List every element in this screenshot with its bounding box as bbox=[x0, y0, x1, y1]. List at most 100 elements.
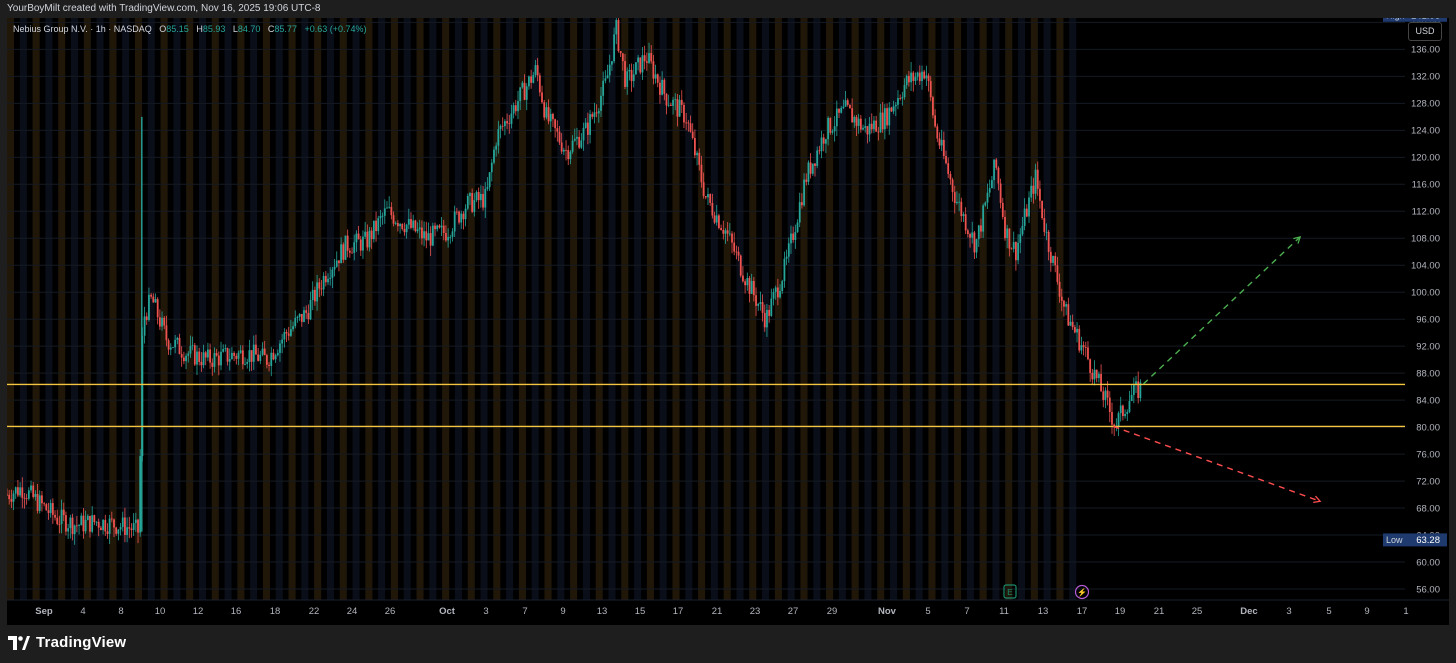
brand[interactable]: TradingView bbox=[8, 634, 126, 651]
candle-body bbox=[423, 231, 426, 239]
candle-body bbox=[659, 82, 661, 95]
extreme-label: High bbox=[1386, 18, 1405, 21]
price-candles bbox=[7, 18, 1142, 545]
price-tick-label: 80.00 bbox=[1416, 422, 1440, 433]
candle-body bbox=[1097, 373, 1100, 379]
candle-body bbox=[207, 349, 209, 358]
candle-body bbox=[287, 333, 290, 336]
candle-body bbox=[696, 152, 698, 156]
candle-body bbox=[683, 104, 685, 123]
candle-body bbox=[733, 242, 736, 252]
candle-body bbox=[217, 355, 220, 366]
session-stripe bbox=[608, 18, 616, 600]
candle-body bbox=[165, 325, 168, 341]
projection-lines[interactable] bbox=[1113, 235, 1322, 504]
price-tick-label: 68.00 bbox=[1416, 503, 1440, 514]
candle-body bbox=[763, 312, 766, 328]
candle-body bbox=[728, 233, 731, 235]
session-stripe bbox=[518, 18, 526, 600]
candle-body bbox=[449, 236, 452, 238]
candle-body bbox=[661, 79, 664, 95]
candle-body bbox=[34, 494, 37, 497]
session-stripe bbox=[966, 18, 974, 600]
chart-area[interactable]: 86.3380.10 56.0060.0064.0068.0072.0076.0… bbox=[7, 18, 1449, 625]
candle-body bbox=[438, 225, 441, 228]
price-tick-label: 96.00 bbox=[1416, 315, 1440, 326]
candle-body bbox=[241, 350, 244, 365]
candle-body bbox=[506, 121, 508, 124]
extreme-value: 141.06 bbox=[1411, 18, 1440, 22]
session-stripe bbox=[877, 18, 885, 600]
candle-body bbox=[307, 312, 310, 320]
session-stripe bbox=[736, 18, 744, 600]
candle-body bbox=[1019, 234, 1022, 243]
candle-body bbox=[486, 187, 489, 189]
candle-body bbox=[757, 303, 760, 306]
candle-body bbox=[1034, 169, 1037, 194]
currency-button[interactable]: USD bbox=[1408, 22, 1442, 41]
candle-body bbox=[300, 313, 303, 322]
candle-body bbox=[556, 128, 559, 132]
event-markers[interactable]: E ⚡ bbox=[1003, 584, 1090, 600]
candle-body bbox=[102, 519, 104, 531]
candle-body bbox=[615, 19, 618, 35]
candle-body bbox=[305, 310, 308, 313]
candle-body bbox=[798, 202, 801, 223]
session-stripe bbox=[826, 18, 834, 600]
candle-body bbox=[938, 138, 941, 146]
candle-body bbox=[1030, 185, 1033, 198]
candle-body bbox=[709, 194, 712, 203]
candle-body bbox=[1087, 347, 1089, 360]
candle-body bbox=[530, 76, 533, 83]
candle-body bbox=[355, 233, 358, 243]
candle-body bbox=[285, 332, 288, 334]
candle-body bbox=[543, 102, 546, 118]
candle-body bbox=[626, 71, 629, 87]
candle-body bbox=[477, 192, 480, 201]
candle-body bbox=[279, 343, 281, 353]
candle-body bbox=[45, 504, 48, 511]
price-tick-label: 136.00 bbox=[1411, 45, 1440, 56]
candle-body bbox=[851, 108, 854, 123]
candle-body bbox=[997, 167, 1000, 184]
session-stripe bbox=[774, 18, 782, 600]
candle-body bbox=[611, 61, 613, 65]
candle-body bbox=[621, 53, 624, 62]
candle-body bbox=[97, 521, 100, 528]
candle-body bbox=[17, 487, 19, 496]
session-stripe bbox=[890, 18, 898, 600]
candle-body bbox=[239, 350, 242, 353]
candle-body bbox=[892, 106, 895, 112]
candle-body bbox=[956, 201, 958, 204]
candle-body bbox=[809, 162, 812, 174]
candle-body bbox=[296, 316, 299, 318]
candle-body bbox=[484, 188, 487, 208]
candle-body bbox=[770, 298, 773, 316]
price-axis[interactable]: 56.0060.0064.0068.0072.0076.0080.0084.00… bbox=[1383, 18, 1449, 600]
candle-body bbox=[669, 104, 672, 106]
candle-body bbox=[198, 351, 201, 362]
candle-body bbox=[237, 352, 240, 359]
candle-body bbox=[464, 208, 467, 220]
session-stripe bbox=[301, 18, 309, 600]
candle-body bbox=[346, 235, 349, 251]
candle-body bbox=[460, 213, 463, 223]
time-tick-label: 19 bbox=[1115, 606, 1126, 617]
candle-body bbox=[1047, 231, 1050, 252]
candle-body bbox=[257, 354, 260, 361]
candle-body bbox=[940, 139, 943, 146]
candle-body bbox=[600, 95, 602, 111]
time-axis[interactable]: Sep 4 8 10 12 16 18 22 24 26 Oct 3 7 9 13 15 17 21 23 27 29 N… bbox=[7, 599, 1449, 625]
candle-body bbox=[966, 230, 969, 235]
candle-body bbox=[25, 498, 28, 500]
candle-body bbox=[379, 216, 382, 219]
candle-body bbox=[715, 215, 718, 223]
candle-body bbox=[639, 57, 642, 73]
candle-body bbox=[517, 101, 519, 112]
candle-body bbox=[814, 163, 816, 166]
session-stripe bbox=[314, 18, 322, 600]
candlestick-chart[interactable]: 86.3380.10 56.0060.0064.0068.0072.0076.0… bbox=[7, 18, 1449, 625]
candle-body bbox=[134, 519, 137, 523]
candle-body bbox=[711, 202, 714, 216]
candle-body bbox=[348, 250, 351, 253]
